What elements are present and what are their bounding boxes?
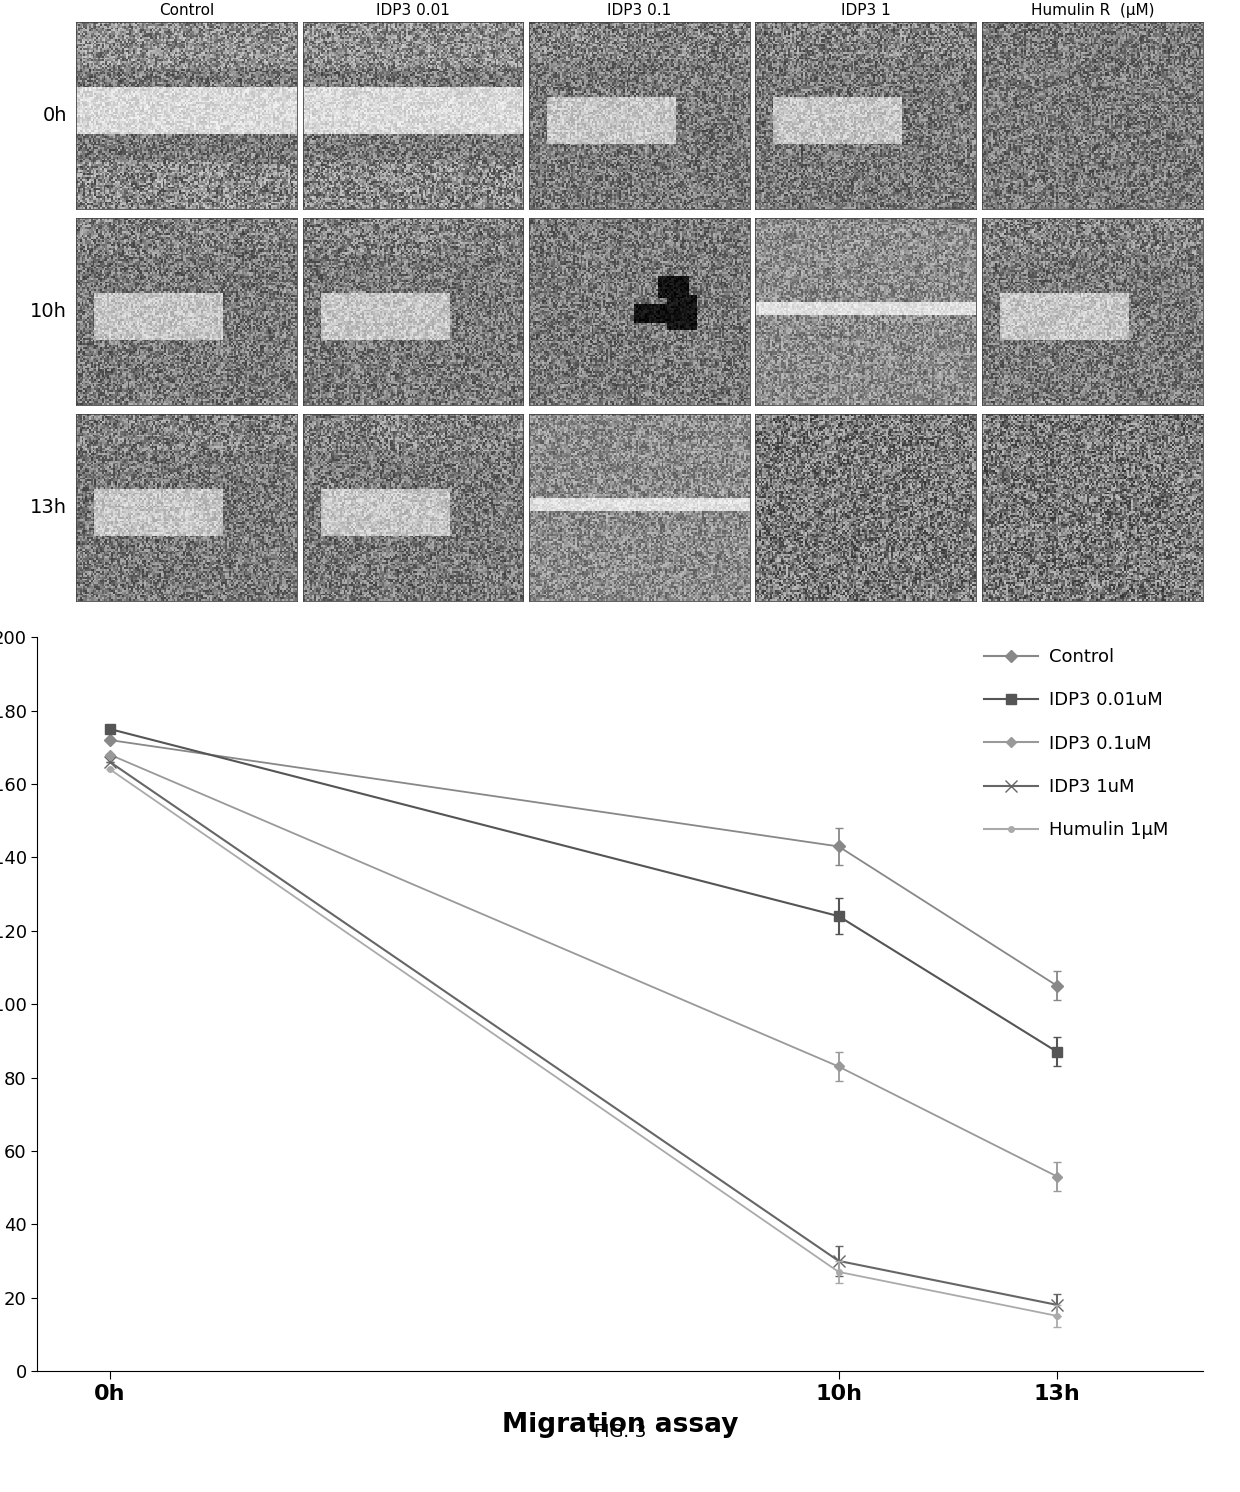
Text: FIG. 3: FIG. 3 bbox=[594, 1423, 646, 1441]
X-axis label: Migration assay: Migration assay bbox=[502, 1413, 738, 1438]
Title: Humulin R  (μM): Humulin R (μM) bbox=[1030, 3, 1154, 18]
Title: IDP3 0.01: IDP3 0.01 bbox=[376, 3, 450, 18]
Text: 10h: 10h bbox=[30, 301, 67, 321]
Text: 13h: 13h bbox=[30, 498, 67, 516]
Title: IDP3 1: IDP3 1 bbox=[841, 3, 890, 18]
Title: IDP3 0.1: IDP3 0.1 bbox=[608, 3, 672, 18]
Text: 0h: 0h bbox=[42, 106, 67, 125]
Legend: Control, IDP3 0.01uM, IDP3 0.1uM, IDP3 1uM, Humulin 1μM: Control, IDP3 0.01uM, IDP3 0.1uM, IDP3 1… bbox=[977, 642, 1176, 846]
Title: Control: Control bbox=[159, 3, 215, 18]
